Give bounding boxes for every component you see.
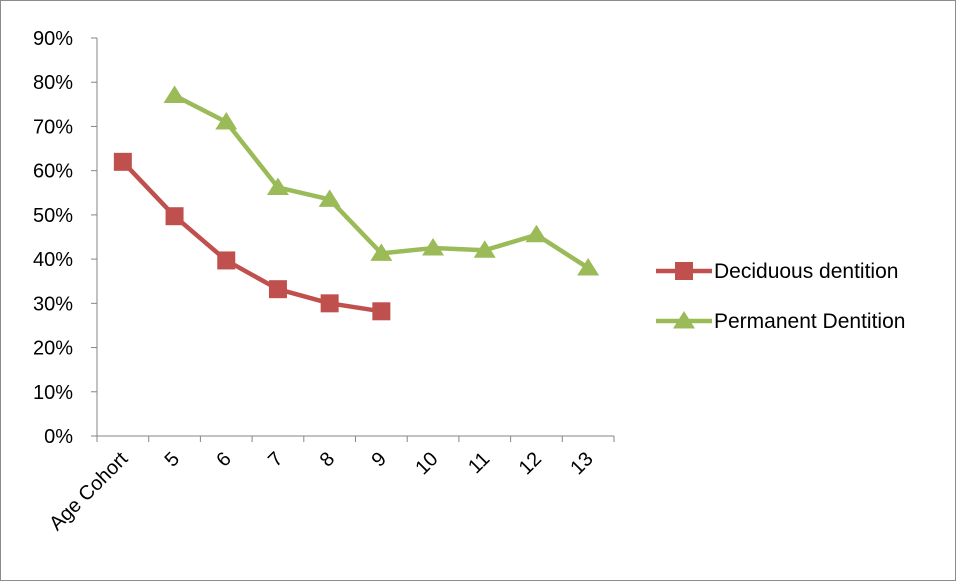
legend-swatch-marker	[673, 311, 695, 329]
legend-item-deciduous-dentition: Deciduous dentition	[656, 260, 898, 283]
data-point-permanent-dentition	[577, 257, 600, 276]
data-point-permanent-dentition	[525, 224, 548, 243]
x-tick-label: 9	[367, 448, 390, 471]
series-group	[113, 85, 600, 321]
legend: Deciduous dentition Permanent Dentition	[656, 260, 905, 333]
data-point-deciduous-dentition	[372, 302, 391, 321]
legend-label: Deciduous dentition	[714, 260, 898, 283]
series-permanent-dentition	[163, 85, 600, 276]
x-tick-label: 13	[566, 448, 597, 479]
legend-swatch-marker	[675, 262, 693, 280]
legend-item-permanent-dentition: Permanent Dentition	[656, 310, 905, 333]
data-point-deciduous-dentition	[113, 152, 132, 171]
y-tick-label: 90%	[33, 28, 73, 50]
x-tick-label: Age Cohort	[45, 448, 132, 535]
y-tick-label: 70%	[33, 116, 73, 138]
x-tick-label: 11	[464, 448, 494, 478]
data-point-permanent-dentition	[215, 112, 238, 130]
series-line-deciduous-dentition	[121, 160, 382, 314]
y-tick-label: 0%	[44, 426, 73, 448]
data-point-deciduous-dentition	[165, 207, 184, 226]
data-point-permanent-dentition	[318, 189, 341, 207]
y-tick-label: 40%	[33, 249, 73, 271]
y-tick-label: 80%	[33, 72, 73, 94]
series-deciduous-dentition	[113, 152, 391, 321]
data-point-permanent-dentition	[370, 243, 393, 261]
x-tick-label: 7	[264, 448, 287, 471]
legend-label: Permanent Dentition	[714, 310, 905, 333]
data-point-permanent-dentition	[266, 177, 289, 195]
y-tick-label: 10%	[33, 382, 73, 404]
x-tick-label: 5	[161, 448, 184, 471]
x-axis-ticks: Age Cohort 5 6 7 8 9 10 11 12 13	[45, 436, 615, 535]
y-axis-ticks: 0% 10% 20% 30% 40% 50% 60% 70% 80% 90%	[33, 28, 97, 448]
y-tick-label: 20%	[33, 338, 73, 360]
y-tick-label: 30%	[33, 293, 73, 315]
data-point-permanent-dentition	[422, 238, 445, 256]
data-point-deciduous-dentition	[217, 251, 236, 270]
data-point-permanent-dentition	[473, 240, 496, 258]
x-tick-label: 8	[316, 448, 339, 471]
y-tick-label: 50%	[33, 205, 73, 227]
y-tick-label: 60%	[33, 161, 73, 183]
x-tick-label: 6	[212, 448, 235, 471]
data-point-permanent-dentition	[163, 85, 186, 103]
data-point-deciduous-dentition	[320, 294, 339, 313]
data-point-deciduous-dentition	[268, 280, 287, 299]
x-tick-label: 12	[515, 448, 546, 479]
x-tick-label: 10	[411, 448, 442, 479]
